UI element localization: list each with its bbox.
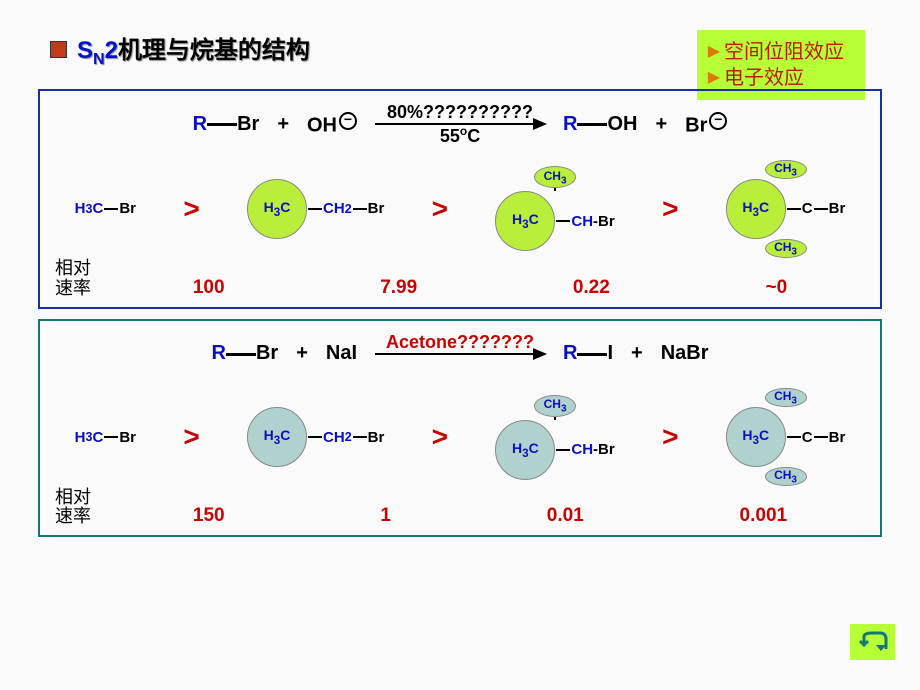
rate-value: 0.01	[547, 505, 584, 527]
rate-value: 0.001	[740, 505, 788, 527]
reaction-equation: RBr + NaI Acetone??????? RI + NaBr	[55, 333, 865, 375]
back-button[interactable]	[850, 624, 895, 660]
rate-value: ~0	[765, 277, 787, 299]
group-circle: CH3	[765, 239, 807, 258]
minus-charge-icon: −	[709, 112, 727, 130]
compound-tbutyl: CH3 H3CCBr CH3	[726, 395, 846, 480]
group-circle: H3C	[495, 420, 555, 480]
gt-symbol: >	[432, 421, 448, 453]
rate-row: 相对速率 150 1 0.01 0.001	[55, 488, 865, 528]
gt-symbol: >	[662, 421, 678, 453]
group-circle: H3C	[247, 179, 307, 239]
title-block: SN2机理与烷基的结构	[50, 30, 310, 69]
rate-value: 7.99	[380, 277, 417, 299]
page-title: SN2机理与烷基的结构	[77, 30, 310, 69]
bullet-icon	[50, 41, 67, 58]
rate-value: 150	[193, 505, 225, 527]
group-circle: H3C	[247, 407, 307, 467]
group-circle: H3C	[726, 407, 786, 467]
minus-charge-icon: −	[339, 112, 357, 130]
gt-symbol: >	[183, 193, 199, 225]
rate-label: 相对速率	[55, 259, 115, 299]
group-circle: CH3	[534, 395, 576, 417]
reaction-arrow: 80%?????????? 55oC	[375, 103, 545, 147]
triangle-icon: ▶	[708, 42, 720, 63]
gt-symbol: >	[183, 421, 199, 453]
rate-value: 100	[193, 277, 225, 299]
compound-isopropyl: CH3 H3CCH-Br	[495, 395, 614, 480]
effect-item: ▶电子效应	[708, 65, 844, 91]
compound-methyl: H3CBr	[75, 395, 136, 480]
reaction-panel-2: RBr + NaI Acetone??????? RI + NaBr H3CBr…	[38, 319, 882, 537]
reaction-panel-1: RBr + OH− 80%?????????? 55oC ROH + Br− H…	[38, 89, 882, 309]
reaction-arrow: Acetone???????	[375, 333, 545, 375]
triangle-icon: ▶	[708, 68, 720, 89]
effect-item: ▶空间位阻效应	[708, 39, 844, 65]
compound-tbutyl: CH3 H3CCBr CH3	[726, 166, 846, 251]
group-circle: CH3	[765, 388, 807, 407]
rate-value: 0.22	[573, 277, 610, 299]
group-circle: H3C	[726, 179, 786, 239]
group-circle: CH3	[765, 160, 807, 179]
group-circle: CH3	[534, 166, 576, 188]
compound-ethyl: H3CCH2Br	[247, 395, 384, 480]
rate-value: 1	[380, 505, 391, 527]
compound-ethyl: H3CCH2Br	[247, 166, 384, 251]
gt-symbol: >	[662, 193, 678, 225]
rate-label: 相对速率	[55, 488, 115, 528]
compound-methyl: H3CBr	[75, 166, 136, 251]
u-turn-icon	[858, 631, 888, 653]
group-circle: CH3	[765, 467, 807, 486]
compounds-row: H3CBr > H3CCH2Br > CH3 H3CCH-Br > CH3 H3…	[55, 166, 865, 251]
gt-symbol: >	[432, 193, 448, 225]
rate-row: 相对速率 100 7.99 0.22 ~0	[55, 259, 865, 299]
reaction-equation: RBr + OH− 80%?????????? 55oC ROH + Br−	[55, 103, 865, 147]
compounds-row: H3CBr > H3CCH2Br > CH3 H3CCH-Br > CH3 H3…	[55, 395, 865, 480]
compound-isopropyl: CH3 H3CCH-Br	[495, 166, 614, 251]
group-circle: H3C	[495, 191, 555, 251]
